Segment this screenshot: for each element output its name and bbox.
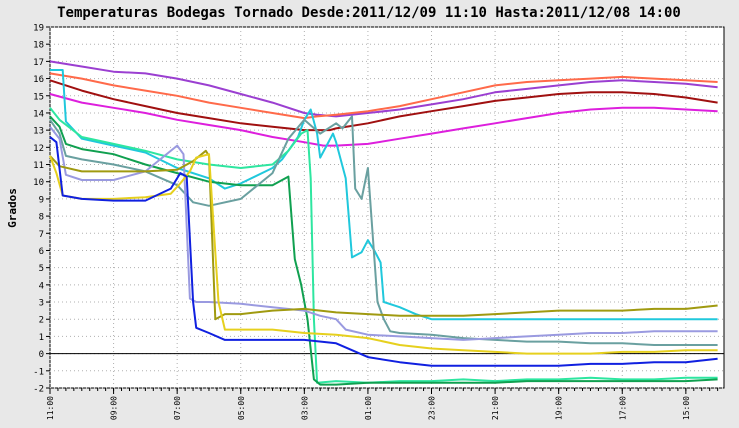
y-tick-label: 16: [33, 75, 44, 85]
y-tick-label: 7: [39, 230, 44, 240]
x-tick-label: 23:00: [428, 396, 437, 420]
series-line-5: [50, 69, 718, 321]
series-line-11: [49, 153, 718, 355]
y-tick-label: 17: [33, 58, 44, 68]
grid-lines: [49, 26, 724, 389]
y-tick-label: 8: [39, 213, 44, 223]
x-tick-label: 11:00: [46, 396, 55, 420]
y-tick-label: 5: [39, 264, 44, 274]
y-tick-label: 15: [33, 92, 44, 102]
y-tick-label: 3: [39, 299, 44, 309]
series-line-3: [49, 79, 718, 132]
y-tick-label: 2: [39, 316, 44, 326]
y-tick-label: 1: [39, 333, 44, 343]
x-tick-label: 03:00: [300, 396, 309, 420]
y-tick-label: 0: [39, 350, 44, 360]
x-tick-label: 21:00: [491, 396, 500, 420]
y-tick-label: 9: [39, 195, 44, 205]
series-line-4: [49, 93, 718, 147]
y-tick-label: 6: [39, 247, 44, 257]
y-tick-label: -1: [33, 367, 44, 377]
series-line-2: [49, 72, 718, 120]
series-line-9: [49, 126, 718, 341]
y-tick-label: 12: [33, 144, 44, 154]
x-tick-label: 05:00: [237, 396, 246, 420]
series-line-7: [49, 115, 718, 386]
y-tick-label: -2: [33, 385, 44, 395]
series-line-12: [49, 136, 718, 367]
y-tick-label: 18: [33, 41, 44, 51]
x-tick-label: 15:00: [682, 396, 691, 420]
y-tick-label: 13: [33, 127, 44, 137]
x-tick-label: 19:00: [555, 396, 564, 420]
series-line-6: [49, 107, 718, 384]
series-line-8: [49, 115, 718, 346]
x-tick-label: 17:00: [618, 396, 627, 420]
chart-title: Temperaturas Bodegas Tornado Desde:2011/…: [57, 5, 681, 21]
y-tick-label: 10: [33, 178, 44, 188]
y-tick-label: 14: [33, 109, 44, 119]
y-axis-label: Grados: [6, 188, 19, 228]
y-tick-label: 11: [33, 161, 44, 171]
series-line-10: [49, 149, 718, 321]
y-tick-label: 19: [33, 24, 44, 34]
x-tick-label: 01:00: [364, 396, 373, 420]
x-tick-label: 09:00: [110, 396, 119, 420]
x-tick-label: 07:00: [173, 396, 182, 420]
plot-area: [49, 26, 725, 389]
y-tick-label: 4: [39, 281, 44, 291]
series-group: [49, 60, 718, 386]
series-line-1: [49, 60, 718, 118]
